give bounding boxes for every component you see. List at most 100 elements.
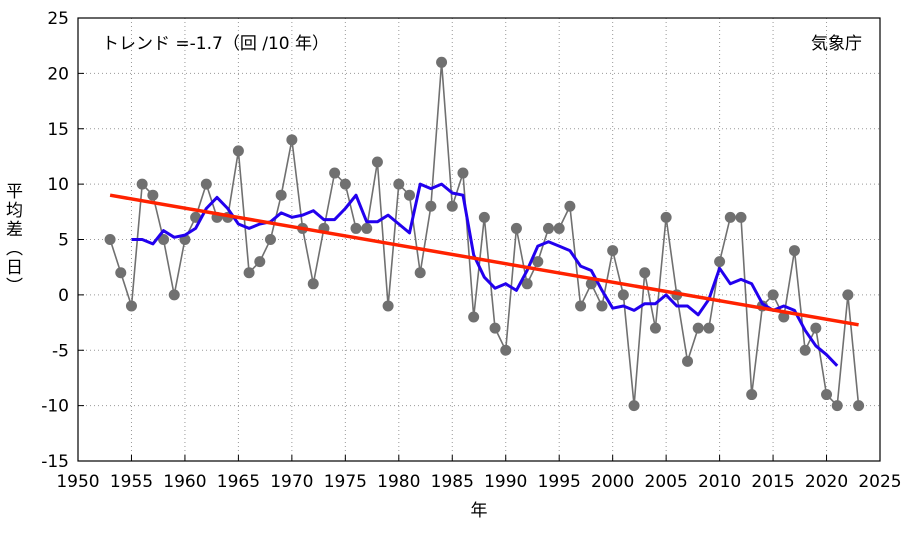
- annual-data-point: [767, 289, 779, 301]
- annual-data-point: [457, 167, 469, 179]
- x-tick-label: 1995: [538, 472, 581, 492]
- annual-data-point: [724, 211, 736, 223]
- annual-data-point: [788, 245, 800, 257]
- annual-data-point: [350, 222, 362, 234]
- series: [104, 56, 865, 412]
- annual-data-point: [243, 267, 255, 279]
- x-tick-label: 1950: [56, 472, 99, 492]
- x-tick-label: 2015: [751, 472, 794, 492]
- annual-data-point: [254, 256, 266, 268]
- annual-data-point: [628, 400, 640, 412]
- annual-data-point: [232, 145, 244, 157]
- x-axis-label: 年: [471, 501, 488, 521]
- annual-data-point: [660, 211, 672, 223]
- moving-average-line: [131, 182, 839, 367]
- annual-data-point: [842, 289, 854, 301]
- annual-data-point: [703, 322, 715, 334]
- annual-data-point: [543, 222, 555, 234]
- x-tick-label: 1990: [484, 472, 527, 492]
- x-tick-label: 2000: [591, 472, 634, 492]
- annual-data-point: [264, 234, 276, 245]
- annual-data-point: [639, 267, 651, 279]
- annual-data-point: [104, 234, 116, 245]
- x-tick-label: 1960: [163, 472, 206, 492]
- y-tick-label: -15: [41, 452, 69, 472]
- x-axis-ticks: 1950 1955 1960 1965 1970 1975 1980 1985 1990 1995…: [56, 455, 902, 492]
- annual-data-point: [607, 245, 619, 257]
- y-tick-label: 5: [58, 231, 69, 251]
- x-tick-label: 2025: [858, 472, 901, 492]
- source-label: 気象庁: [811, 34, 862, 54]
- y-tick-label: 20: [47, 64, 69, 84]
- annual-data-point: [115, 267, 127, 279]
- annual-data-point: [168, 289, 180, 301]
- annual-data-point: [692, 322, 704, 334]
- annual-data-point: [136, 178, 148, 190]
- trend-line: [109, 193, 859, 327]
- annual-data-point: [575, 300, 587, 312]
- annual-data-point: [510, 222, 522, 234]
- annual-data-point: [125, 300, 137, 312]
- y-tick-label: 25: [47, 9, 69, 29]
- annual-data-point: [147, 189, 159, 201]
- annual-data-point: [468, 311, 480, 323]
- annual-data-point: [617, 289, 629, 301]
- annual-data-point: [414, 267, 426, 279]
- annual-data-point: [596, 300, 608, 312]
- annual-data-point: [478, 211, 490, 223]
- annual-data-point: [446, 200, 458, 212]
- annual-data-point: [425, 200, 437, 212]
- annual-data-point: [682, 355, 694, 367]
- annual-data-point: [393, 178, 405, 190]
- x-tick-label: 1980: [377, 472, 420, 492]
- x-tick-label: 1965: [217, 472, 260, 492]
- annual-data-point: [746, 389, 758, 401]
- annual-data-point: [714, 256, 726, 268]
- annual-data-point: [275, 189, 287, 201]
- x-tick-label: 1985: [431, 472, 474, 492]
- annual-data-point: [649, 322, 661, 334]
- trend-annotation: トレンド =-1.7（回 /10 年）: [102, 34, 329, 54]
- x-tick-label: 1955: [110, 472, 153, 492]
- annual-data-point: [585, 278, 597, 290]
- y-tick-label: 0: [58, 286, 69, 306]
- annual-data-point: [200, 178, 212, 190]
- annual-data-point: [382, 300, 394, 312]
- x-tick-label: 1970: [270, 472, 313, 492]
- annual-data-point: [778, 311, 790, 323]
- annual-data-point: [307, 278, 319, 290]
- annual-data-point: [799, 344, 811, 356]
- annual-data-point: [853, 400, 865, 412]
- annual-data-point: [286, 134, 298, 146]
- x-tick-label: 2005: [645, 472, 688, 492]
- annual-data-point: [500, 344, 512, 356]
- annual-data-point: [403, 189, 415, 201]
- x-tick-label: 2010: [698, 472, 741, 492]
- annual-data-point: [553, 222, 565, 234]
- y-tick-label: -5: [52, 341, 69, 361]
- annual-data-point: [361, 222, 373, 234]
- annual-data-point: [564, 200, 576, 212]
- annual-data-point: [371, 156, 383, 168]
- annual-data-point: [735, 211, 747, 223]
- annual-data-point: [532, 256, 544, 268]
- x-tick-label: 2020: [805, 472, 848, 492]
- annual-series-line: [109, 62, 860, 408]
- annual-data-point: [158, 234, 170, 245]
- annual-data-point: [489, 322, 501, 334]
- annual-data-point: [831, 400, 843, 412]
- annual-data-point: [339, 178, 351, 190]
- annual-data-point: [436, 56, 448, 68]
- y-tick-label: -10: [41, 397, 69, 417]
- annual-data-point: [521, 278, 533, 290]
- y-axis-label: 平均差（日）: [2, 182, 23, 296]
- y-axis-ticks: 25 20 15 10 5 0 -5 -10 -15: [41, 9, 84, 472]
- grid-lines: [78, 18, 880, 461]
- annual-data-point: [821, 389, 833, 401]
- annual-data-point: [329, 167, 341, 179]
- y-tick-label: 15: [47, 120, 69, 140]
- x-tick-label: 1975: [324, 472, 367, 492]
- annual-data-point: [810, 322, 822, 334]
- y-tick-label: 10: [47, 175, 69, 195]
